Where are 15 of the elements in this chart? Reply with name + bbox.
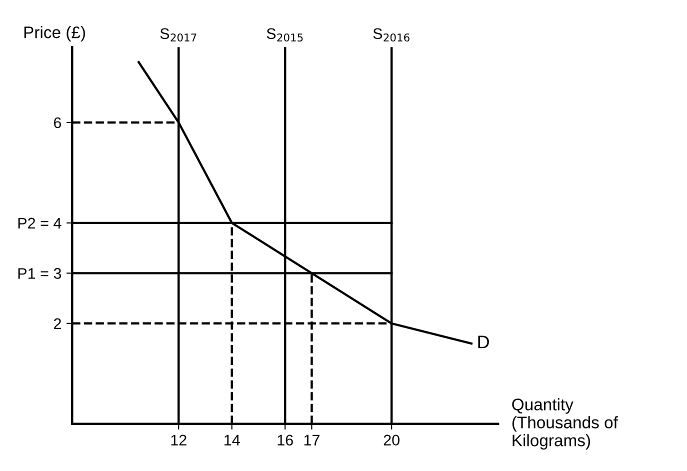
y-axis-title: Price (£) [24,26,85,42]
x-tick-label: 20 [384,434,400,446]
ref-line-label: S$_{2016}$ [373,28,410,42]
y-tick-label: P2 = 4 [18,218,62,228]
y-tick-label: 2 [54,318,61,329]
annotation: D [478,336,489,348]
x-tick-label: 17 [304,434,320,446]
x-tick-label: 12 [171,434,186,446]
x-axis-title: Quantity (Thousands of Kilograms) [512,398,618,450]
x-tick-label: 16 [278,434,293,446]
y-tick-label: 6 [54,117,62,128]
x-tick-label: 14 [224,434,240,446]
ref-line-label: S$_{2015}$ [266,28,303,42]
ref-line-label: S$_{2017}$ [160,28,196,42]
y-tick-label: P1 = 3 [18,268,62,279]
